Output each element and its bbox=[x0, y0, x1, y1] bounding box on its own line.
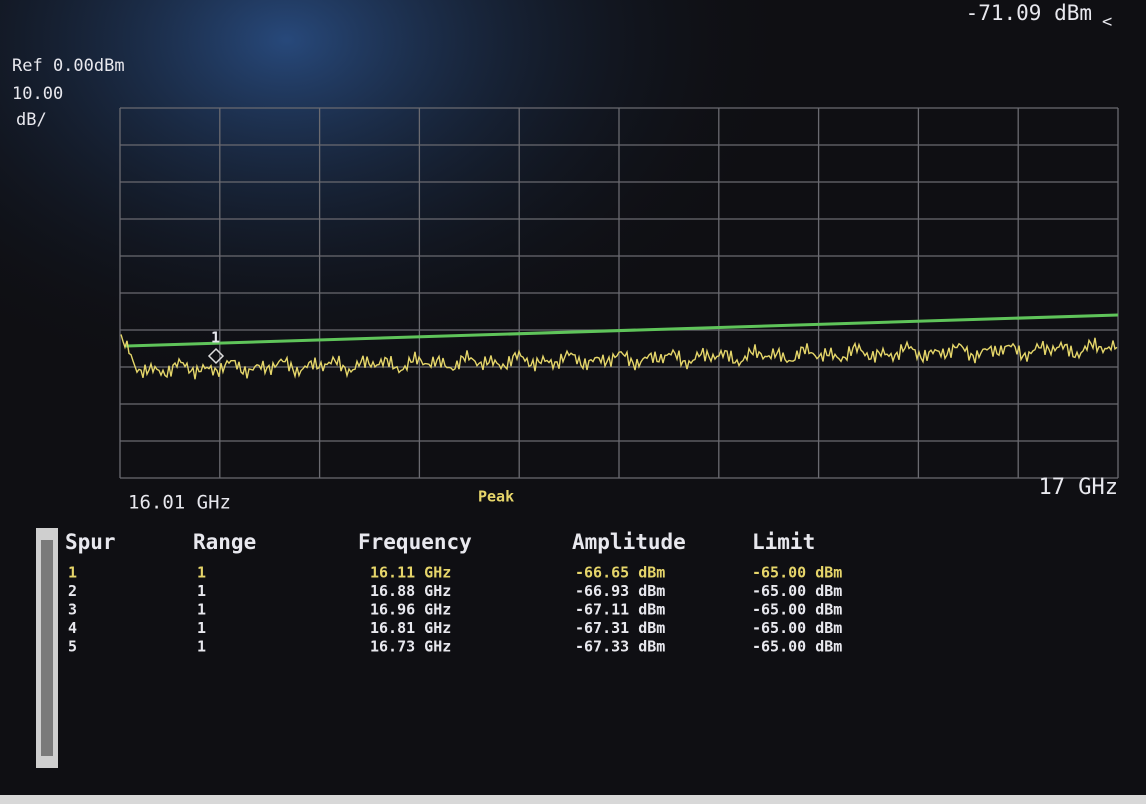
table-cell: 3 bbox=[68, 601, 77, 619]
table-cell: 1 bbox=[197, 619, 206, 637]
stop-freq: 17 GHz bbox=[1039, 475, 1118, 500]
start-freq: 16.01 GHz bbox=[128, 492, 231, 514]
table-cell: -66.65 dBm bbox=[575, 564, 665, 582]
table-cell: 5 bbox=[68, 638, 77, 656]
table-cell: 1 bbox=[197, 601, 206, 619]
column-header: Range bbox=[193, 530, 256, 554]
table-cell: -66.93 dBm bbox=[575, 582, 665, 600]
table-cell: -67.11 dBm bbox=[575, 601, 665, 619]
limit-line bbox=[125, 313, 1119, 348]
table-cell: -65.00 dBm bbox=[752, 619, 842, 637]
table-cell: 16.11 GHz bbox=[370, 564, 451, 582]
bezel bbox=[0, 795, 1146, 804]
collapse-arrow[interactable]: < bbox=[1102, 12, 1112, 32]
marker-diamond bbox=[207, 347, 225, 365]
table-cell: -65.00 dBm bbox=[752, 582, 842, 600]
table-cell: -65.00 dBm bbox=[752, 601, 842, 619]
detector: Peak bbox=[478, 488, 514, 506]
table-cell: 1 bbox=[197, 564, 206, 582]
scale-unit: dB/ bbox=[16, 110, 47, 130]
column-header: Frequency bbox=[358, 530, 472, 554]
table-cell: 4 bbox=[68, 619, 77, 637]
marker-label: 1 bbox=[211, 329, 220, 347]
table-cell: -65.00 dBm bbox=[752, 564, 842, 582]
scale-value: 10.00 bbox=[12, 84, 63, 104]
table-cell: 16.81 GHz bbox=[370, 619, 451, 637]
table-cell: 1 bbox=[197, 638, 206, 656]
table-cell: -67.33 dBm bbox=[575, 638, 665, 656]
ref-level: Ref 0.00dBm bbox=[12, 56, 125, 76]
table-cell: 16.73 GHz bbox=[370, 638, 451, 656]
table-cell: 1 bbox=[197, 582, 206, 600]
column-header: Amplitude bbox=[572, 530, 686, 554]
graticule bbox=[119, 107, 1119, 479]
column-header: Limit bbox=[752, 530, 815, 554]
table-cell: 16.88 GHz bbox=[370, 582, 451, 600]
table-cell: 1 bbox=[68, 564, 77, 582]
table-cell: 2 bbox=[68, 582, 77, 600]
table-cell: -67.31 dBm bbox=[575, 619, 665, 637]
marker-readout: -71.09 dBm bbox=[966, 1, 1092, 25]
table-cell: 16.96 GHz bbox=[370, 601, 451, 619]
scrollbar-thumb[interactable] bbox=[41, 540, 53, 756]
column-header: Spur bbox=[65, 530, 116, 554]
table-cell: -65.00 dBm bbox=[752, 638, 842, 656]
trace bbox=[120, 334, 1118, 380]
